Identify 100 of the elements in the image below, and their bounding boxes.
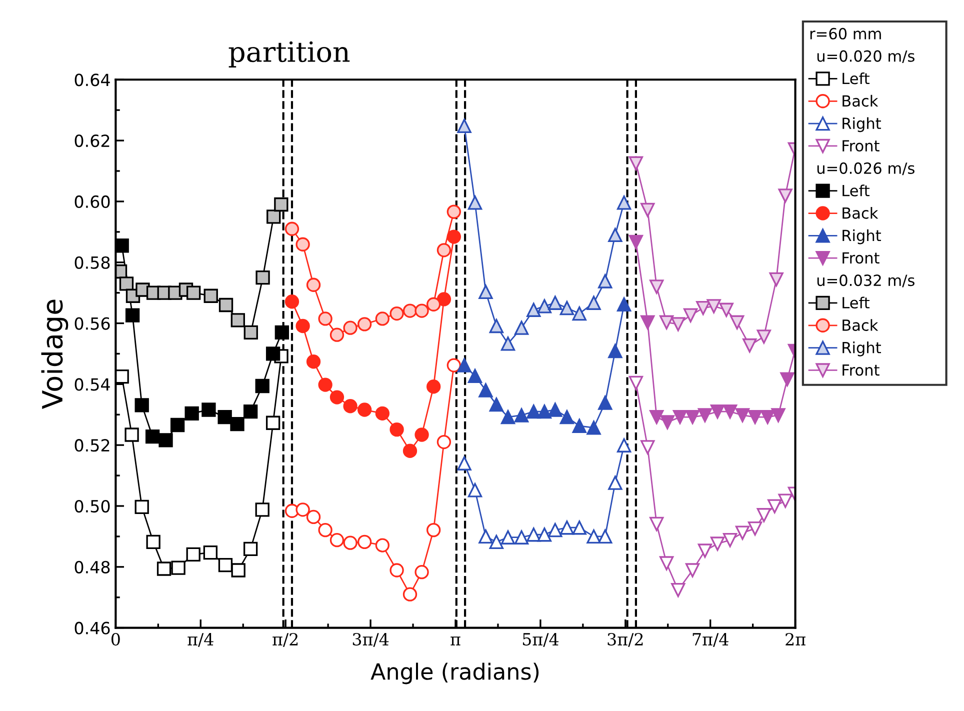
point (650, 410, 664, 424)
point (402, 587, 418, 602)
point (318, 378, 332, 392)
point (343, 399, 358, 414)
point (457, 456, 472, 470)
point (218, 410, 232, 424)
point (706, 299, 721, 314)
point (255, 378, 270, 394)
y-tick-label: 0.48 (74, 560, 110, 574)
point (698, 408, 712, 422)
point (134, 398, 149, 412)
point (426, 380, 441, 394)
point (266, 210, 281, 224)
point (730, 315, 744, 330)
y-tick-label: 0.58 (74, 256, 110, 269)
x-tick-label: π (450, 636, 460, 646)
legend-label: Right (842, 229, 881, 244)
point (266, 346, 280, 361)
point (685, 563, 700, 578)
point (537, 528, 552, 542)
text: u=0.026 m/s (817, 162, 914, 176)
y-tick-label: 0.54 (74, 378, 110, 391)
point (274, 197, 288, 212)
y-tick-label: 0.46 (74, 622, 110, 634)
point (650, 516, 664, 532)
point (526, 302, 541, 317)
point (125, 308, 140, 322)
x-tick-label: 7π/4 (692, 632, 728, 647)
point (426, 297, 441, 312)
y-tick-label: 0.50 (74, 500, 110, 513)
legend-label: Right (842, 342, 881, 356)
point (266, 416, 280, 430)
x-tick-label: 3π/4 (352, 632, 389, 647)
legend-label: Front (842, 364, 880, 376)
point (489, 534, 504, 550)
point (500, 336, 516, 351)
point (468, 483, 482, 498)
point (171, 560, 186, 575)
point (414, 304, 429, 318)
legend-label: Back (842, 207, 878, 219)
point (156, 562, 172, 576)
y-axis-title: Voidage (41, 300, 68, 409)
point (756, 508, 771, 522)
point (230, 416, 244, 432)
point (735, 526, 750, 540)
point (256, 270, 270, 285)
point (756, 330, 771, 344)
point (628, 376, 644, 390)
legend-label: Left (842, 296, 870, 309)
x-tick-label: π/2 (272, 632, 298, 647)
point (468, 368, 482, 384)
point (343, 320, 358, 335)
point (572, 418, 586, 433)
point (696, 300, 710, 316)
point (640, 315, 655, 330)
point (742, 338, 757, 353)
point (616, 297, 632, 312)
point (598, 529, 612, 544)
point (769, 272, 784, 286)
legend-label: Front (842, 140, 880, 152)
x-tick-label: 5π/4 (522, 632, 558, 647)
point (478, 529, 493, 544)
point (760, 410, 775, 424)
point (640, 202, 655, 218)
point (357, 317, 372, 332)
point (468, 196, 482, 210)
point (375, 406, 390, 420)
point (628, 156, 644, 170)
legend-label: Right (842, 117, 881, 132)
point (671, 317, 686, 332)
point (330, 533, 344, 548)
point (446, 230, 461, 244)
y-tick-label: 0.62 (74, 134, 110, 148)
point (768, 499, 782, 514)
point (284, 222, 300, 236)
point (500, 530, 516, 544)
point (186, 286, 201, 300)
point (146, 534, 160, 550)
point (390, 422, 404, 437)
point (659, 315, 674, 330)
point (390, 306, 404, 321)
point (426, 522, 441, 538)
point (243, 542, 258, 556)
point (119, 276, 134, 291)
point (572, 520, 586, 535)
legend-label: Back (842, 94, 878, 107)
point (526, 528, 541, 542)
point (414, 428, 429, 442)
point (330, 390, 344, 404)
point (719, 302, 734, 317)
point (478, 383, 493, 398)
point (306, 510, 321, 524)
point (548, 522, 562, 538)
point (660, 415, 675, 430)
point (560, 410, 574, 424)
point (446, 204, 461, 219)
x-tick-label: π/4 (188, 632, 214, 647)
point (685, 410, 700, 424)
point (202, 402, 216, 417)
point (778, 188, 792, 203)
